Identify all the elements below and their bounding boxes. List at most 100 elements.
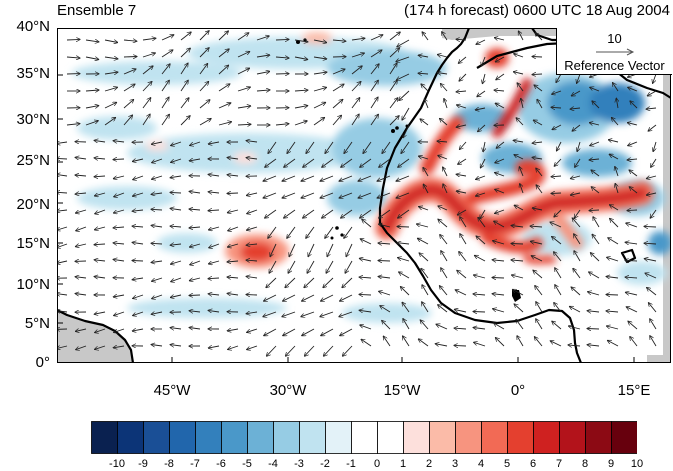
wind-vector <box>228 226 239 231</box>
wind-vector <box>552 90 562 94</box>
wind-vector <box>66 124 80 125</box>
wind-vector <box>377 175 391 181</box>
wind-vector <box>359 258 372 261</box>
wind-vector <box>532 57 543 58</box>
wind-vector <box>75 277 87 278</box>
wind-vector <box>95 345 106 349</box>
wind-vector <box>228 345 239 350</box>
wind-vector <box>265 158 277 167</box>
wind-vector <box>142 66 153 75</box>
wind-vector <box>403 124 410 138</box>
wind-vector <box>535 33 543 41</box>
wind-vector <box>650 336 657 347</box>
wind-vector <box>554 252 562 262</box>
wind-vector <box>483 141 485 152</box>
wind-vector <box>180 48 190 58</box>
wind-vector <box>170 295 182 298</box>
wind-vector <box>76 226 87 231</box>
wind-vector <box>180 32 191 41</box>
wind-vector <box>360 325 372 330</box>
wind-vector <box>294 40 308 42</box>
wind-vector <box>289 243 296 257</box>
wind-vector <box>344 141 353 154</box>
wind-vector <box>552 237 562 245</box>
wind-vector <box>265 209 277 218</box>
wind-vector <box>66 39 80 40</box>
wind-vector <box>237 33 249 41</box>
wind-vector <box>648 303 657 313</box>
wind-vector <box>351 98 360 109</box>
wind-vector <box>537 99 543 109</box>
wind-vector <box>358 175 372 181</box>
wind-vector <box>303 158 315 167</box>
wind-vector <box>358 192 372 198</box>
wind-vector <box>75 294 87 296</box>
wind-vector <box>611 117 619 126</box>
wind-vector <box>113 346 125 348</box>
wind-vector <box>628 87 638 92</box>
wind-vector <box>438 155 448 160</box>
wind-vector <box>554 209 562 217</box>
colorbar-box <box>377 421 404 454</box>
wind-vector <box>360 209 372 218</box>
colorbar-label: -4 <box>268 458 278 470</box>
wind-vector <box>339 175 353 181</box>
reference-arrow-icon <box>596 48 635 56</box>
wind-vector <box>339 311 353 317</box>
wind-vector <box>227 261 239 262</box>
reference-vector-magnitude: 10 <box>607 31 622 46</box>
wind-vector <box>398 158 410 167</box>
wind-vector <box>247 345 258 350</box>
wind-vector <box>208 294 220 295</box>
wind-vector <box>530 241 543 245</box>
wind-vector <box>571 287 581 296</box>
wind-vector <box>208 192 220 193</box>
wind-vector <box>351 38 365 40</box>
wind-vector <box>532 142 543 143</box>
wind-vector <box>400 287 410 296</box>
colorbar-label: -10 <box>109 458 125 470</box>
wind-vector <box>113 243 125 244</box>
wind-vector <box>132 261 144 262</box>
wind-vector <box>389 98 398 109</box>
wind-vector <box>85 106 99 108</box>
wind-vector <box>94 226 106 230</box>
wind-vector <box>435 344 448 346</box>
wind-vector <box>307 260 315 273</box>
wind-vector <box>189 278 201 281</box>
wind-vector <box>459 141 467 150</box>
lat-label-35n: 35°N <box>16 65 50 82</box>
wind-vector <box>495 158 505 163</box>
wind-vector <box>572 218 581 228</box>
wind-vector <box>199 81 209 92</box>
wind-vector <box>519 167 524 177</box>
wind-vector <box>440 235 448 245</box>
colorbar-box <box>455 421 482 454</box>
wind-vector <box>533 270 543 279</box>
lat-label-40n: 40°N <box>16 18 50 35</box>
wind-vector <box>123 57 137 58</box>
wind-vector <box>320 311 334 317</box>
wind-vector <box>264 294 277 301</box>
title-right: (174 h forecast) 0600 UTC 18 Aug 2004 <box>403 2 670 19</box>
wind-vector <box>531 256 543 262</box>
wind-vector <box>323 345 334 356</box>
wind-vector <box>589 272 600 279</box>
wind-vector <box>132 278 144 280</box>
wind-vector <box>287 226 296 238</box>
wind-vector <box>237 68 250 75</box>
wind-vector <box>85 121 98 126</box>
colorbar-box <box>195 421 222 454</box>
wind-vector <box>57 294 68 295</box>
wind-vector <box>362 219 372 228</box>
wind-vector <box>628 321 638 330</box>
wind-vector <box>132 329 144 331</box>
lon-label-45w: 45°W <box>153 382 191 399</box>
wind-vector <box>256 71 270 75</box>
wind-vector <box>246 276 258 278</box>
wind-vector <box>152 158 163 163</box>
wind-vector <box>133 192 144 196</box>
wind-vector <box>237 52 250 58</box>
wind-vector <box>495 338 505 347</box>
colorbar-box <box>143 421 170 454</box>
